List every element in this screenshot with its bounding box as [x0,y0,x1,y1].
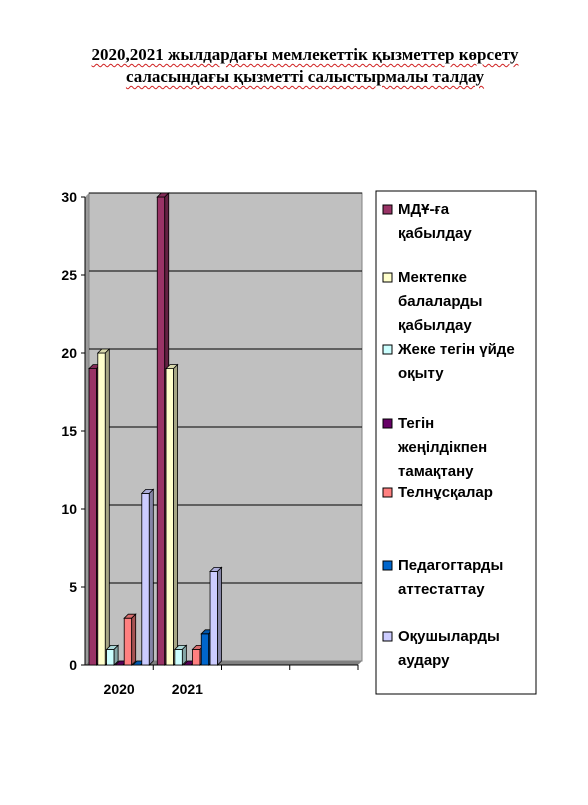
bar-side-face [217,566,222,666]
legend-box [375,190,537,695]
legend-label-line: Оқушыларды [398,628,500,645]
legend-label-line: аттестаттау [398,581,485,598]
bar-side-face [181,644,187,666]
legend-label-line: қабылдау [398,225,472,242]
legend-item-7: Оқушыларды аудару [382,628,500,669]
legend-swatch [382,344,393,355]
y-tick-label-25: 25 [61,267,77,283]
bar-front-face [209,571,218,666]
bar-2020-series-7 [140,488,155,666]
bar-side-face [113,644,119,666]
y-tick-label-15: 15 [61,423,77,439]
y-tick-label-20: 20 [61,345,77,361]
legend-label-line: Жеке тегін үйде [397,341,515,358]
bar-front-face [141,492,150,666]
legend-item-4: Тегін жеңілдікпен тамақтану [382,415,487,480]
legend-label-line: балаларды [398,293,482,310]
bar-2020-series-3 [105,644,120,666]
bar-front-face [156,196,166,666]
bar-2021-series-3 [173,644,188,666]
legend-label-line: Педагогтарды [398,557,503,574]
legend-swatch [382,487,393,498]
legend-item-2: Мектепке балаларды қабылдау [382,269,482,334]
legend-item-5: Телнұсқалар [382,484,493,501]
bar-front-face [192,649,201,666]
bar-front-face [106,649,115,666]
legend-label-line: МДҰ-ға [398,201,450,218]
bar-front-face [200,633,210,666]
x-category-label-2021: 2021 [172,681,203,697]
legend-label-line: Мектепке [398,269,467,286]
bar-front-face [123,617,133,666]
bar-front-face [174,649,183,666]
plot-area: 0 5 10 15 20 25 30 2020 2021 [61,189,363,697]
bar-2021-series-7 [209,566,223,666]
bar-side-face [104,348,110,666]
y-tick-label-5: 5 [69,579,77,595]
legend-item-3: Жеке тегін үйде оқыту [382,341,515,382]
chart-title-line-2: саласындағы қызметті салыстырмалы талдау [125,67,485,86]
legend-label-line: тамақтану [398,463,474,480]
legend-swatch [382,204,393,215]
plot-floor [85,661,362,665]
legend-swatch [382,418,393,429]
legend-item-6: Педагогтарды аттестаттау [382,557,503,598]
bar-side-face [148,488,154,666]
bar-front-face [88,368,97,666]
legend-label-line: оқыту [398,365,444,382]
legend-label-line: аудару [398,652,450,669]
legend-swatch [382,560,393,571]
bar-2021-series-2 [165,363,179,666]
legend-item-1: МДҰ-ға қабылдау [382,201,472,242]
chart-title-line-1: 2020,2021 жылдардағы мемлекеттік қызметт… [91,45,519,64]
legend-label-line: Тегін [398,415,434,432]
legend-label-line: Телнұсқалар [398,484,493,501]
bar-front-face [97,352,106,666]
legend-label-line: қабылдау [398,317,472,334]
legend-swatch [382,631,393,642]
legend-swatch [382,272,393,283]
chart-title: 2020,2021 жылдардағы мемлекеттік қызметт… [40,44,570,88]
bar-2020-series-5 [123,613,137,666]
legend-label-line: жеңілдікпен [397,439,487,456]
bar-2020-series-2 [96,348,111,666]
x-category-label-2020: 2020 [104,681,135,697]
bar-side-face [131,613,137,666]
legend: МДҰ-ға қабылдау Мектепке балаларды қабылдау Ж… [375,190,537,695]
y-tick-label-30: 30 [61,189,77,205]
y-tick-label-0: 0 [69,657,77,673]
bar-front-face [165,368,174,666]
y-tick-label-10: 10 [61,501,77,517]
bar-side-face [173,363,178,666]
